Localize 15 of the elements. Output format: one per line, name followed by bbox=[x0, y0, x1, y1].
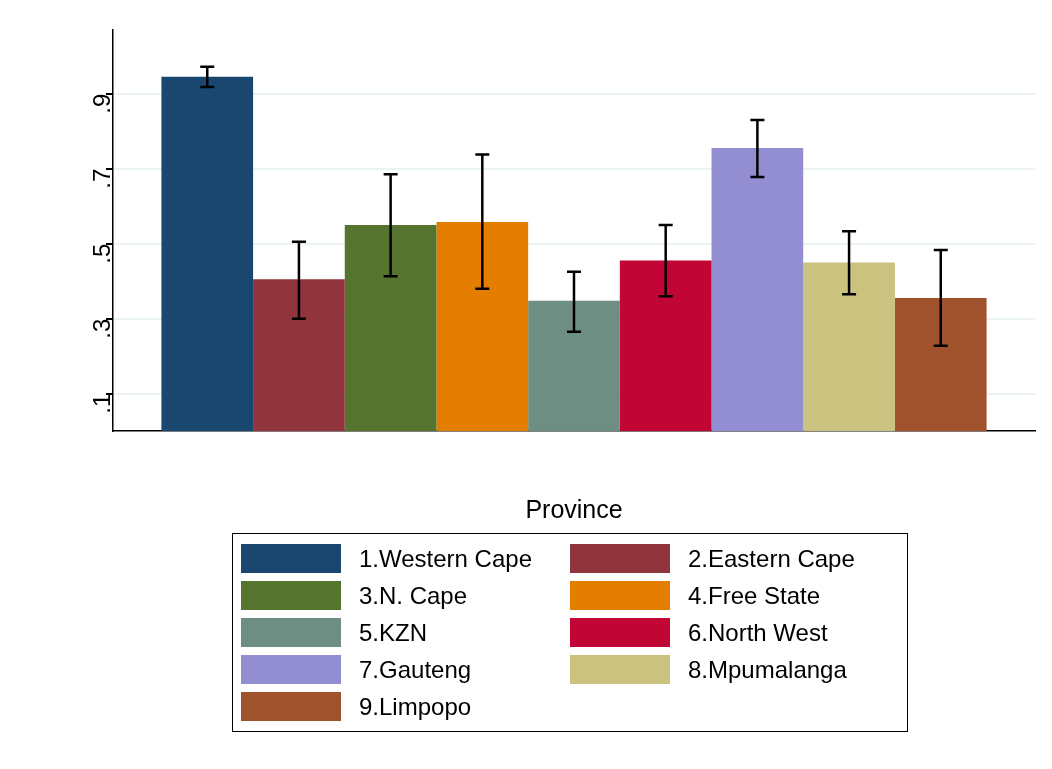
y-tick-label: .9 bbox=[87, 93, 115, 114]
legend-label: 5.KZN bbox=[359, 618, 428, 647]
y-tick-label: .1 bbox=[87, 393, 115, 414]
legend-label: 8.Mpumalanga bbox=[688, 655, 847, 684]
legend-label: 1.Western Cape bbox=[359, 544, 532, 573]
legend-label: 6.North West bbox=[688, 618, 828, 647]
legend-label: 9.Limpopo bbox=[359, 692, 472, 721]
legend-label: 7.Gauteng bbox=[359, 655, 472, 684]
legend-label: 4.Free State bbox=[688, 581, 821, 610]
legend-label: 2.Eastern Cape bbox=[688, 544, 855, 573]
x-axis-title: Province bbox=[525, 494, 623, 523]
y-tick-label: .7 bbox=[87, 168, 115, 189]
y-tick-label: .5 bbox=[87, 243, 115, 264]
legend-label: 3.N. Cape bbox=[359, 581, 468, 610]
y-tick-label: .3 bbox=[87, 318, 115, 339]
